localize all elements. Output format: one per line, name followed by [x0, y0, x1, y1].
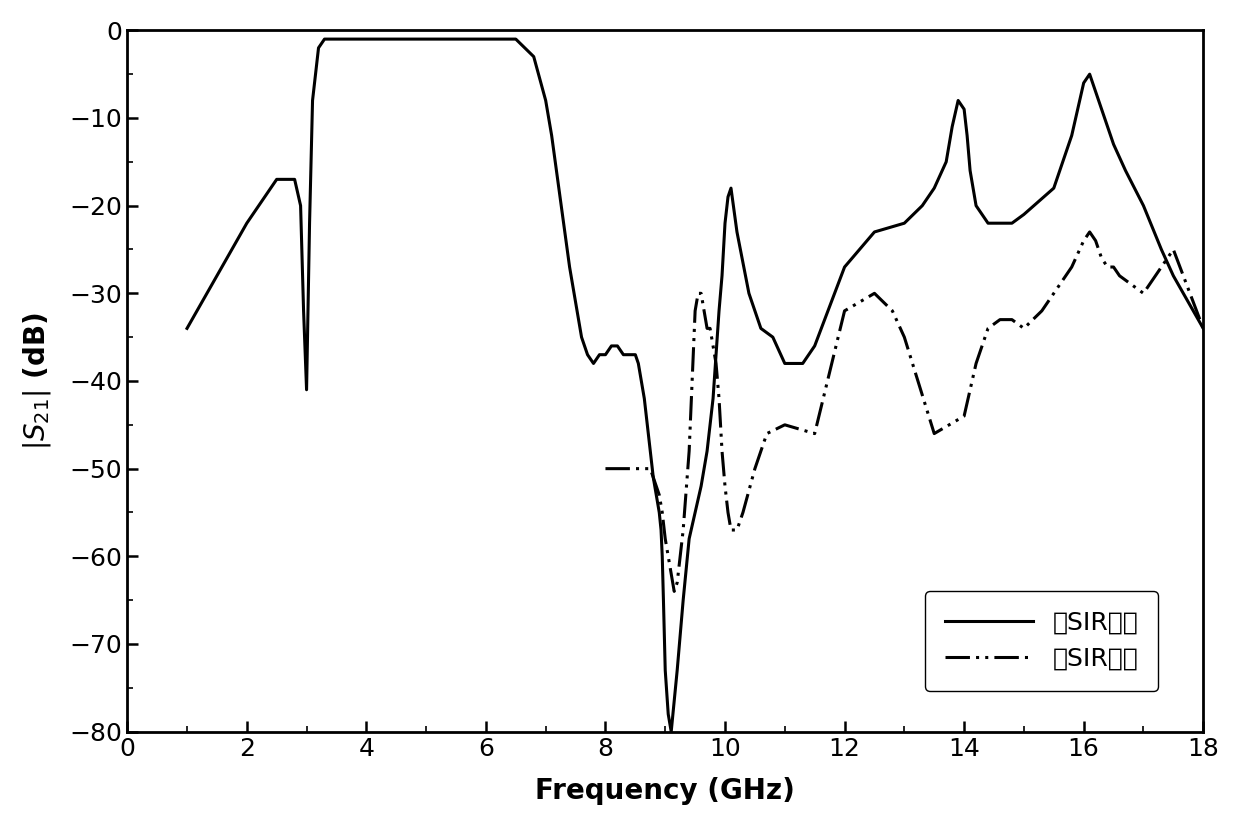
X-axis label: Frequency (GHz): Frequency (GHz) — [536, 777, 795, 805]
Line: 无SIR加载: 无SIR加载 — [187, 39, 1203, 732]
有SIR加载 — [1123, 279, 1138, 289]
有SIR加载 — [667, 586, 682, 596]
有SIR加载 — [714, 446, 729, 456]
无SIR加载 — [317, 34, 332, 44]
无SIR加载 — [180, 324, 195, 334]
有SIR加载 — [627, 463, 642, 473]
有SIR加载 — [1017, 324, 1032, 334]
Y-axis label: $|S_{21}|$ (dB): $|S_{21}|$ (dB) — [21, 312, 53, 450]
无SIR加载 — [587, 358, 601, 368]
Legend: 无SIR加载, 有SIR加载: 无SIR加载, 有SIR加载 — [925, 591, 1158, 691]
无SIR加载 — [676, 596, 691, 605]
有SIR加载 — [598, 463, 613, 473]
无SIR加载 — [712, 306, 727, 316]
无SIR加载 — [951, 96, 966, 106]
无SIR加载 — [1195, 324, 1210, 334]
无SIR加载 — [269, 174, 284, 184]
有SIR加载 — [706, 341, 720, 351]
无SIR加载 — [663, 727, 678, 737]
有SIR加载 — [637, 463, 652, 473]
Line: 有SIR加载: 有SIR加载 — [605, 232, 1203, 591]
无SIR加载 — [299, 385, 314, 395]
有SIR加载 — [1195, 324, 1210, 334]
有SIR加载 — [1083, 227, 1097, 237]
